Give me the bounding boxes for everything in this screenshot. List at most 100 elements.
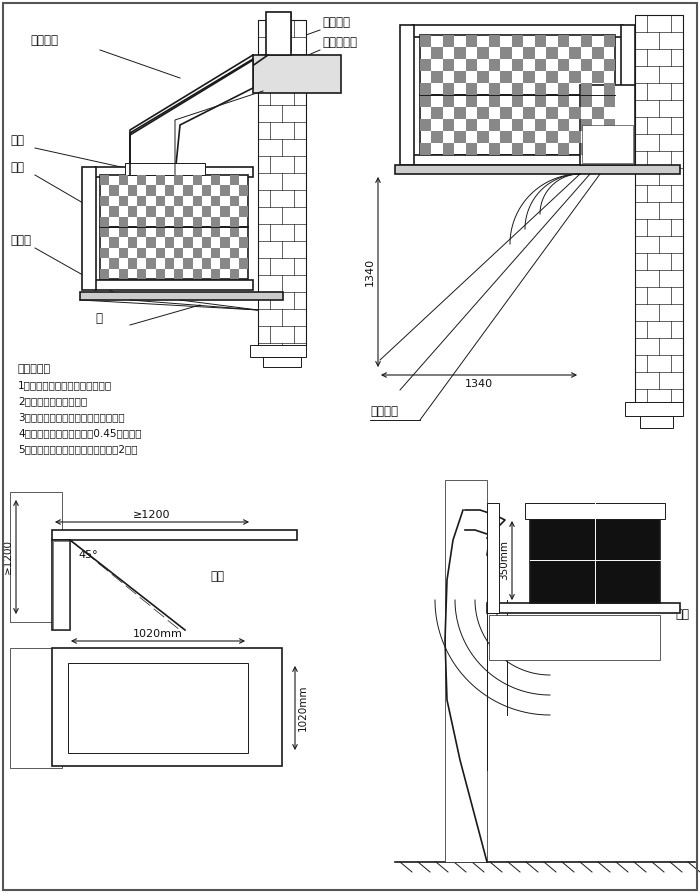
Bar (155, 247, 164, 258)
Bar (183, 186, 192, 196)
Bar (80, 292, 283, 300)
Text: 1020mm: 1020mm (133, 629, 183, 639)
Bar (523, 107, 535, 119)
Text: 支撑杆: 支撑杆 (10, 234, 31, 247)
Bar (164, 186, 174, 196)
Bar (477, 131, 489, 143)
Bar (431, 131, 443, 143)
Bar (118, 175, 127, 186)
Bar (137, 196, 146, 206)
Text: 送风弯管: 送风弯管 (370, 405, 398, 418)
Bar (266, 12, 291, 55)
Bar (52, 530, 297, 540)
Bar (580, 85, 635, 165)
Bar (266, 12, 291, 51)
Bar (137, 217, 146, 227)
Bar (489, 95, 500, 107)
Text: 350mm: 350mm (499, 540, 509, 580)
Bar (582, 125, 633, 163)
Bar (603, 143, 615, 155)
Bar (420, 143, 431, 155)
Bar (109, 238, 118, 247)
Text: 法兰: 法兰 (10, 134, 24, 147)
Bar (193, 269, 202, 279)
Bar (489, 615, 660, 660)
Bar (420, 35, 615, 95)
Bar (239, 238, 248, 247)
Bar (512, 83, 523, 95)
Bar (137, 247, 146, 258)
Bar (53, 541, 69, 629)
Bar (454, 107, 466, 119)
Bar (211, 269, 220, 279)
Bar (211, 196, 220, 206)
Bar (489, 143, 500, 155)
Bar (592, 47, 603, 59)
Bar (530, 518, 660, 603)
Bar (640, 416, 673, 428)
Bar (512, 59, 523, 71)
Bar (477, 71, 489, 83)
Bar (95, 167, 253, 177)
Bar (523, 71, 535, 83)
Bar (230, 217, 239, 227)
Bar (155, 269, 164, 279)
Bar (193, 196, 202, 206)
Bar (193, 217, 202, 227)
Bar (164, 238, 174, 247)
Bar (445, 480, 487, 862)
Bar (183, 206, 192, 217)
Bar (164, 206, 174, 217)
Bar (454, 71, 466, 83)
Bar (580, 143, 592, 155)
Bar (535, 95, 546, 107)
Bar (202, 206, 211, 217)
Bar (500, 107, 512, 119)
Bar (220, 186, 230, 196)
Bar (546, 47, 558, 59)
Bar (535, 83, 546, 95)
Text: 安装方孔: 安装方孔 (110, 699, 138, 713)
Bar (535, 35, 546, 47)
Bar (420, 83, 431, 95)
Bar (431, 71, 443, 83)
Bar (211, 247, 220, 258)
Bar (603, 95, 615, 107)
Bar (523, 131, 535, 143)
Bar (183, 238, 192, 247)
Bar (10, 492, 62, 622)
Bar (621, 25, 635, 165)
Bar (466, 95, 477, 107)
Bar (487, 503, 499, 613)
Bar (500, 71, 512, 83)
Bar (155, 196, 164, 206)
Bar (52, 540, 70, 630)
Bar (220, 258, 230, 269)
Bar (625, 402, 683, 416)
Bar (230, 196, 239, 206)
Bar (603, 83, 615, 95)
Bar (155, 175, 164, 186)
Bar (412, 25, 623, 37)
Bar (420, 59, 431, 71)
Bar (52, 648, 282, 766)
Text: 1020mm: 1020mm (298, 685, 308, 731)
Bar (535, 143, 546, 155)
Text: 送风弯道: 送风弯道 (30, 34, 58, 47)
Bar (580, 35, 592, 47)
Bar (489, 59, 500, 71)
Text: 1340: 1340 (465, 379, 493, 389)
Bar (137, 175, 146, 186)
Bar (193, 227, 202, 238)
Bar (250, 345, 306, 357)
Bar (443, 143, 454, 155)
Bar (239, 206, 248, 217)
Bar (146, 258, 155, 269)
Bar (420, 95, 615, 155)
Text: 1、三角支架焊接和安装要牢固；: 1、三角支架焊接和安装要牢固； (18, 380, 112, 390)
Text: 托架: 托架 (675, 608, 689, 621)
Text: 670×670: 670×670 (587, 113, 597, 157)
Bar (603, 119, 615, 131)
Text: 技术要求：: 技术要求： (18, 364, 51, 374)
Bar (118, 247, 127, 258)
